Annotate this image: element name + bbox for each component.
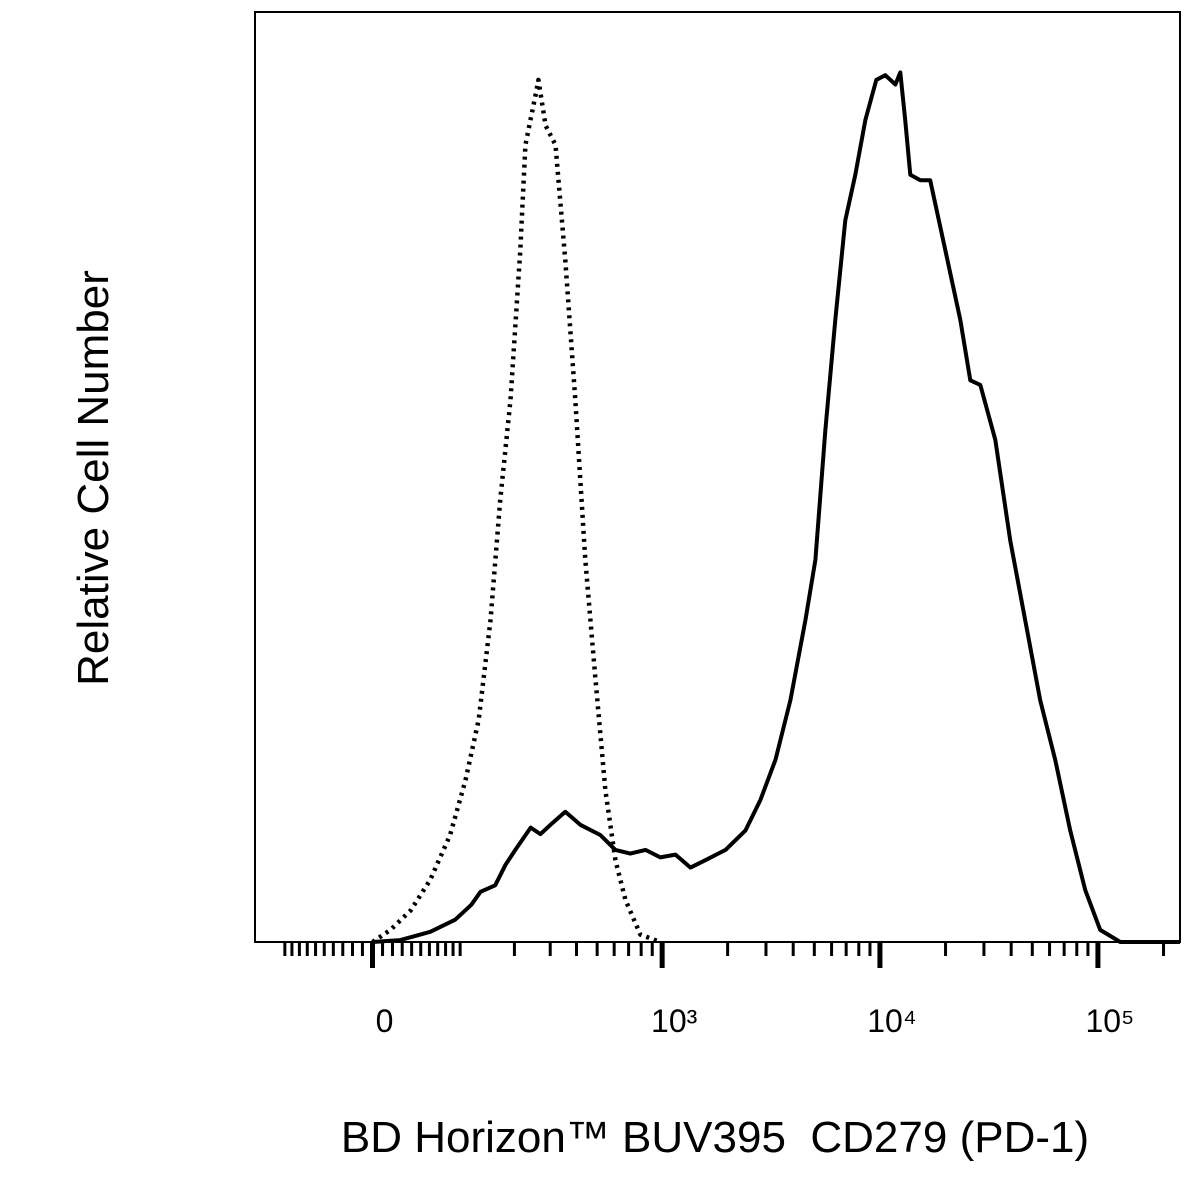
x-tick-label: 0 — [376, 1003, 394, 1039]
histogram-line — [372, 70, 1180, 944]
x-axis-title: BD Horizon™ BUV395 CD279 (PD-1) — [341, 1113, 1089, 1162]
plot-frame — [254, 11, 1181, 943]
x-tick-label: 10⁵ — [1085, 1003, 1134, 1039]
histogram-line — [371, 77, 662, 945]
x-tick-label: 10³ — [651, 1003, 698, 1039]
x-tick-label: 10⁴ — [867, 1003, 916, 1039]
y-axis-title: Relative Cell Number — [69, 270, 118, 686]
